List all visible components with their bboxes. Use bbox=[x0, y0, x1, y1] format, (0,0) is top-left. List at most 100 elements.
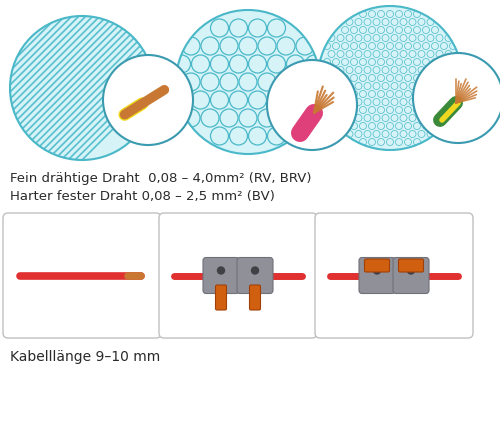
Circle shape bbox=[414, 58, 420, 65]
Circle shape bbox=[342, 107, 348, 113]
Circle shape bbox=[364, 19, 371, 26]
Circle shape bbox=[360, 58, 366, 65]
Circle shape bbox=[378, 42, 384, 49]
Circle shape bbox=[418, 83, 425, 90]
Circle shape bbox=[427, 83, 434, 90]
Circle shape bbox=[378, 74, 384, 81]
Circle shape bbox=[418, 35, 425, 42]
Text: Harter fester Draht 0,08 – 2,5 mm² (BV): Harter fester Draht 0,08 – 2,5 mm² (BV) bbox=[10, 190, 275, 203]
Circle shape bbox=[450, 58, 456, 65]
Circle shape bbox=[210, 55, 228, 73]
Circle shape bbox=[346, 98, 353, 106]
Circle shape bbox=[342, 74, 348, 81]
Circle shape bbox=[182, 109, 200, 127]
Circle shape bbox=[400, 114, 407, 122]
Circle shape bbox=[355, 130, 362, 138]
Circle shape bbox=[286, 91, 304, 109]
Circle shape bbox=[450, 42, 456, 49]
Circle shape bbox=[432, 74, 438, 81]
Circle shape bbox=[342, 42, 348, 49]
Circle shape bbox=[414, 74, 420, 81]
Circle shape bbox=[267, 60, 357, 150]
Circle shape bbox=[409, 51, 416, 58]
FancyBboxPatch shape bbox=[203, 258, 239, 294]
Circle shape bbox=[364, 83, 371, 90]
Circle shape bbox=[409, 35, 416, 42]
Circle shape bbox=[382, 51, 389, 58]
Circle shape bbox=[445, 83, 452, 90]
Circle shape bbox=[337, 98, 344, 106]
FancyBboxPatch shape bbox=[237, 258, 273, 294]
Circle shape bbox=[248, 55, 266, 73]
Circle shape bbox=[414, 26, 420, 33]
Circle shape bbox=[382, 98, 389, 106]
Circle shape bbox=[318, 6, 462, 150]
Circle shape bbox=[324, 90, 330, 97]
Circle shape bbox=[450, 107, 456, 113]
Circle shape bbox=[355, 51, 362, 58]
Circle shape bbox=[360, 74, 366, 81]
Circle shape bbox=[404, 58, 411, 65]
Circle shape bbox=[277, 37, 295, 55]
Circle shape bbox=[378, 10, 384, 17]
Circle shape bbox=[268, 55, 285, 73]
Circle shape bbox=[400, 130, 407, 138]
Circle shape bbox=[319, 83, 326, 90]
Circle shape bbox=[378, 26, 384, 33]
Circle shape bbox=[248, 127, 266, 145]
Circle shape bbox=[319, 67, 326, 74]
Circle shape bbox=[337, 114, 344, 122]
Circle shape bbox=[201, 109, 219, 127]
Circle shape bbox=[404, 74, 411, 81]
Circle shape bbox=[172, 55, 190, 73]
Circle shape bbox=[346, 67, 353, 74]
Circle shape bbox=[373, 83, 380, 90]
Circle shape bbox=[248, 19, 266, 37]
Circle shape bbox=[408, 267, 414, 274]
Circle shape bbox=[201, 37, 219, 55]
Circle shape bbox=[210, 19, 228, 37]
Circle shape bbox=[373, 98, 380, 106]
Circle shape bbox=[337, 51, 344, 58]
Circle shape bbox=[382, 19, 389, 26]
Circle shape bbox=[418, 19, 425, 26]
Circle shape bbox=[454, 83, 461, 90]
FancyBboxPatch shape bbox=[398, 259, 423, 272]
Circle shape bbox=[396, 74, 402, 81]
Circle shape bbox=[432, 123, 438, 129]
Circle shape bbox=[306, 55, 324, 73]
Circle shape bbox=[440, 107, 448, 113]
Circle shape bbox=[360, 10, 366, 17]
Circle shape bbox=[427, 98, 434, 106]
Circle shape bbox=[414, 10, 420, 17]
Circle shape bbox=[230, 127, 248, 145]
FancyBboxPatch shape bbox=[315, 213, 473, 338]
Circle shape bbox=[378, 123, 384, 129]
Circle shape bbox=[391, 51, 398, 58]
Circle shape bbox=[324, 58, 330, 65]
Circle shape bbox=[350, 58, 358, 65]
Circle shape bbox=[414, 90, 420, 97]
Circle shape bbox=[332, 42, 340, 49]
Circle shape bbox=[413, 53, 500, 143]
Circle shape bbox=[427, 19, 434, 26]
Circle shape bbox=[432, 42, 438, 49]
Circle shape bbox=[248, 91, 266, 109]
Circle shape bbox=[400, 98, 407, 106]
Circle shape bbox=[396, 26, 402, 33]
Circle shape bbox=[342, 26, 348, 33]
Circle shape bbox=[386, 90, 394, 97]
Circle shape bbox=[382, 35, 389, 42]
FancyBboxPatch shape bbox=[364, 259, 390, 272]
Circle shape bbox=[368, 26, 376, 33]
Circle shape bbox=[350, 123, 358, 129]
Circle shape bbox=[440, 58, 448, 65]
Circle shape bbox=[355, 114, 362, 122]
Circle shape bbox=[386, 26, 394, 33]
Circle shape bbox=[396, 42, 402, 49]
Circle shape bbox=[440, 74, 448, 81]
Circle shape bbox=[445, 51, 452, 58]
Circle shape bbox=[396, 139, 402, 145]
Circle shape bbox=[182, 37, 200, 55]
Text: Fein drähtige Draht  0,08 – 4,0mm² (RV, BRV): Fein drähtige Draht 0,08 – 4,0mm² (RV, B… bbox=[10, 172, 312, 185]
